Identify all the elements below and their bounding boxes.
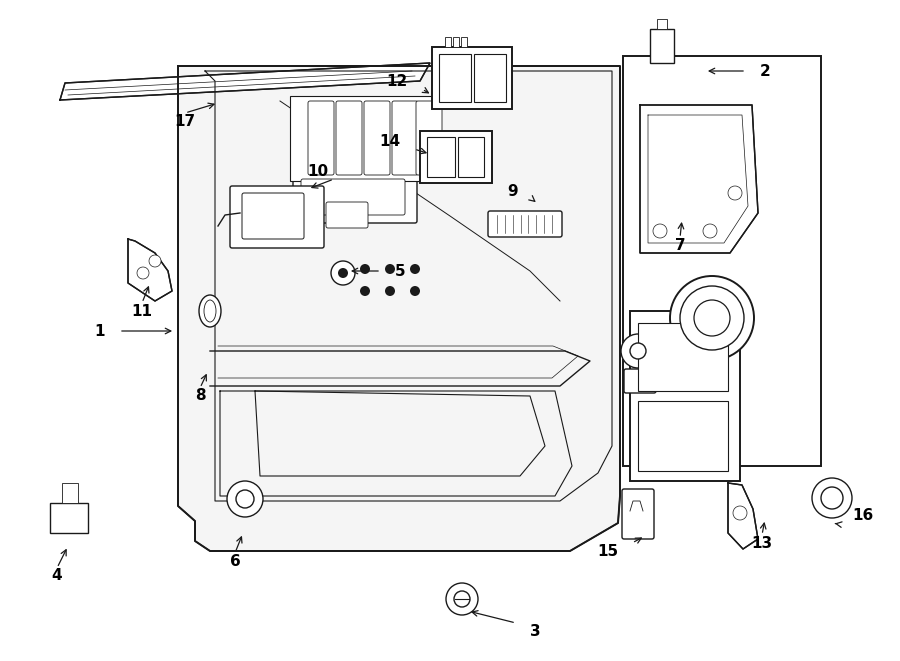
Circle shape [360, 286, 370, 296]
Bar [458, 137, 484, 177]
Bar [439, 54, 471, 102]
FancyBboxPatch shape [242, 193, 304, 239]
Circle shape [670, 276, 754, 360]
FancyBboxPatch shape [301, 179, 405, 215]
Circle shape [338, 268, 348, 278]
Text: 17: 17 [175, 114, 195, 128]
Bar [420, 131, 492, 183]
Bar [290, 96, 435, 181]
Bar [62, 483, 78, 503]
Ellipse shape [204, 300, 216, 322]
Text: 4: 4 [51, 568, 62, 584]
Circle shape [703, 224, 717, 238]
Circle shape [694, 300, 730, 336]
FancyBboxPatch shape [308, 101, 334, 175]
Text: 1: 1 [94, 323, 105, 338]
Circle shape [385, 264, 395, 274]
Circle shape [630, 343, 646, 359]
Circle shape [385, 286, 395, 296]
Circle shape [733, 506, 747, 520]
Circle shape [410, 286, 420, 296]
Text: 9: 9 [508, 184, 518, 198]
Bar [638, 401, 728, 471]
Bar [630, 311, 740, 481]
Bar [623, 56, 821, 466]
Bar [638, 323, 728, 391]
Circle shape [360, 264, 370, 274]
Text: 2: 2 [760, 63, 770, 79]
Text: 8: 8 [194, 389, 205, 403]
Bar [50, 503, 88, 533]
Circle shape [812, 478, 852, 518]
Text: 5: 5 [395, 264, 406, 278]
Text: 16: 16 [852, 508, 873, 524]
Circle shape [653, 224, 667, 238]
FancyBboxPatch shape [622, 489, 654, 539]
Bar [650, 29, 674, 63]
Polygon shape [640, 105, 758, 253]
Text: 13: 13 [752, 535, 772, 551]
FancyBboxPatch shape [624, 369, 656, 393]
Circle shape [137, 267, 149, 279]
Circle shape [410, 264, 420, 274]
Circle shape [446, 583, 478, 615]
Ellipse shape [199, 295, 221, 327]
Circle shape [227, 481, 263, 517]
FancyBboxPatch shape [293, 144, 417, 223]
Text: 14: 14 [379, 134, 400, 149]
Text: 10: 10 [307, 163, 328, 178]
FancyBboxPatch shape [364, 101, 390, 175]
Circle shape [680, 286, 744, 350]
Text: 7: 7 [675, 239, 685, 254]
Bar [453, 37, 459, 47]
Polygon shape [60, 63, 430, 100]
Bar [445, 37, 451, 47]
FancyBboxPatch shape [326, 202, 368, 228]
Bar [657, 19, 667, 29]
Polygon shape [178, 66, 620, 551]
Circle shape [728, 186, 742, 200]
Polygon shape [728, 483, 758, 549]
Bar [432, 47, 512, 109]
Circle shape [236, 490, 254, 508]
FancyBboxPatch shape [336, 101, 362, 175]
Bar [461, 37, 467, 47]
Circle shape [331, 261, 355, 285]
Circle shape [621, 334, 655, 368]
Text: 3: 3 [530, 623, 541, 639]
FancyBboxPatch shape [488, 211, 562, 237]
Text: 11: 11 [131, 303, 152, 319]
FancyBboxPatch shape [392, 101, 418, 175]
Circle shape [821, 487, 843, 509]
Text: 6: 6 [230, 553, 240, 568]
FancyBboxPatch shape [416, 101, 442, 175]
FancyBboxPatch shape [230, 186, 324, 248]
Bar [427, 137, 455, 177]
Polygon shape [128, 239, 172, 301]
Text: 15: 15 [597, 543, 618, 559]
Circle shape [454, 591, 470, 607]
Text: 12: 12 [387, 73, 408, 89]
Bar [474, 54, 506, 102]
Circle shape [149, 255, 161, 267]
